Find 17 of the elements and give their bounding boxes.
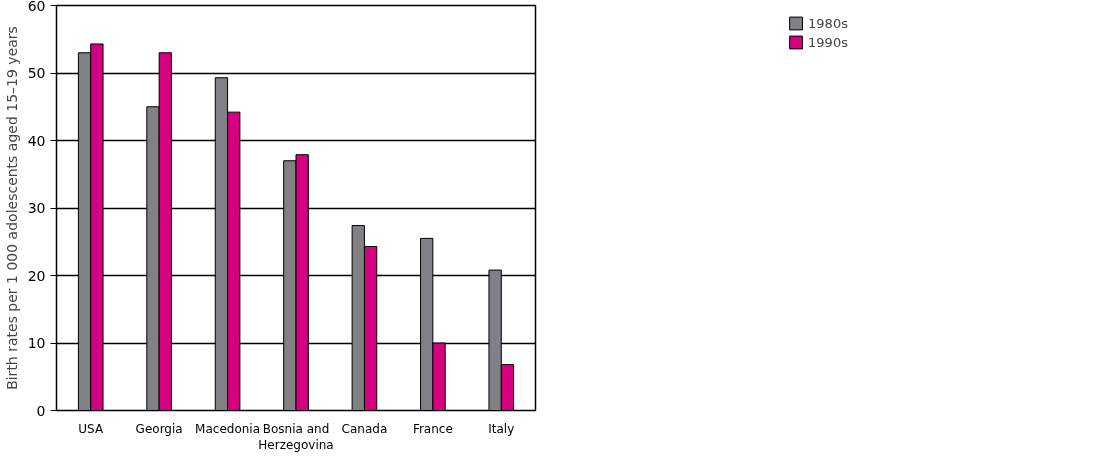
y-tick-label: 20	[27, 267, 46, 284]
y-tick-label: 10	[27, 335, 46, 351]
y-tick-label: 60	[27, 0, 46, 14]
x-tick-label: Bosnia and Herzegovina	[258, 421, 334, 453]
y-tick-label: 30	[27, 200, 46, 216]
y-axis-title: Birth rates per 1 000 adolescents aged 15–19 years	[3, 26, 20, 390]
x-tick-label: Macedonia	[195, 421, 261, 436]
x-tick-label: USA	[78, 421, 104, 436]
x-tick-label: France	[412, 421, 453, 436]
x-tick-label: Georgia	[135, 421, 183, 436]
y-tick-label: 0	[36, 402, 46, 419]
y-tick-label: 40	[27, 132, 46, 149]
legend-label: 1990s	[808, 34, 848, 50]
x-tick-label: Italy	[488, 421, 515, 436]
legend-label: 1980s	[808, 15, 848, 31]
x-tick-label: Canada	[341, 421, 388, 436]
y-tick-label: 50	[27, 65, 46, 81]
